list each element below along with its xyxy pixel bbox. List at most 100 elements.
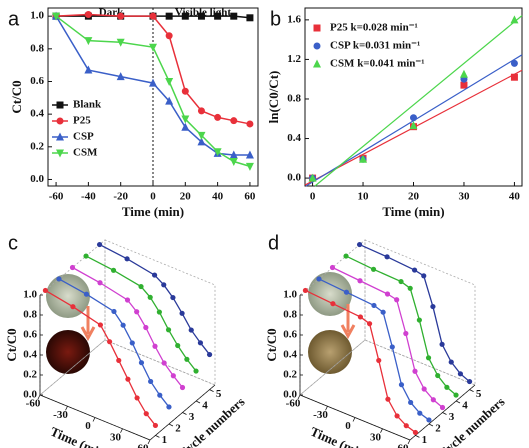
legend-label: P25 xyxy=(73,115,91,127)
cycle-tick-label: 5 xyxy=(476,388,482,400)
data-point xyxy=(371,302,377,309)
x-tick-label: 60 xyxy=(138,443,150,448)
data-point xyxy=(111,308,117,315)
data-point xyxy=(157,392,163,398)
data-point xyxy=(148,378,154,385)
data-point xyxy=(439,341,445,347)
data-point xyxy=(147,294,153,300)
legend-marker xyxy=(56,132,64,141)
x-axis-label: Time (min) xyxy=(308,424,371,448)
x-tick-label: -60 xyxy=(286,398,301,410)
y-tick-label: 0.8 xyxy=(30,42,44,54)
cycle-tick xyxy=(182,412,187,415)
data-point xyxy=(124,256,130,262)
data-point xyxy=(430,397,436,403)
data-point xyxy=(165,327,172,333)
x-tick xyxy=(65,406,68,411)
x-tick-label: -30 xyxy=(53,409,68,421)
x-tick-label: 20 xyxy=(180,191,192,203)
x-tick-label: -40 xyxy=(81,191,96,203)
data-point xyxy=(193,368,199,374)
data-point xyxy=(152,422,159,429)
data-point xyxy=(42,287,49,294)
legend-marker xyxy=(56,149,64,158)
x-tick-label: 10 xyxy=(358,191,370,203)
data-point xyxy=(184,356,190,362)
data-point xyxy=(376,357,382,364)
data-point xyxy=(166,404,172,410)
data-point xyxy=(439,404,446,411)
y-tick-label: 0.6 xyxy=(23,329,37,341)
data-point xyxy=(453,392,459,398)
data-point xyxy=(510,15,519,24)
data-point xyxy=(165,96,174,105)
x-tick-label: 30 xyxy=(370,431,382,443)
data-point xyxy=(412,368,418,374)
data-point xyxy=(124,297,131,303)
y-axis-label: Ct/C0 xyxy=(9,80,24,113)
y-tick-label: 0.4 xyxy=(30,108,44,120)
data-point xyxy=(384,291,391,297)
cycle-tick-label: 3 xyxy=(189,411,195,423)
panel-label: d xyxy=(268,232,279,254)
data-point xyxy=(181,12,189,20)
data-point xyxy=(69,264,76,271)
series-line xyxy=(55,15,250,156)
cycle-tick xyxy=(168,423,174,427)
data-point xyxy=(394,413,400,419)
x-tick-label: 0 xyxy=(85,420,91,432)
series-line xyxy=(55,15,251,168)
y-tick-label: 0.8 xyxy=(283,309,297,321)
cycle-tick-label: 5 xyxy=(216,388,222,400)
series-line xyxy=(56,15,250,19)
data-point xyxy=(398,278,404,285)
y-tick-label: 0.2 xyxy=(23,369,37,381)
y-tick-label: 0.0 xyxy=(30,173,44,185)
x-axis-label: Time (min) xyxy=(382,204,444,219)
photo xyxy=(308,272,352,316)
y-tick-label: 0.0 xyxy=(23,389,37,401)
data-point xyxy=(156,309,162,315)
legend-label: P25 k=0.028 min⁻¹ xyxy=(330,22,418,34)
data-point xyxy=(421,273,427,279)
cycle-tick-label: 1 xyxy=(162,434,168,446)
y-tick-label: 0.0 xyxy=(287,172,301,184)
data-point xyxy=(359,154,368,163)
y-tick-label: 0.0 xyxy=(283,389,297,401)
data-point xyxy=(149,78,157,87)
fit-line xyxy=(314,15,523,187)
panel-label: c xyxy=(8,232,18,254)
data-point xyxy=(466,378,473,385)
data-point xyxy=(366,321,373,327)
cycle-tick xyxy=(455,400,461,404)
cycle-tick-label: 3 xyxy=(449,411,455,423)
x-axis xyxy=(299,394,411,441)
data-point xyxy=(370,266,377,272)
data-point xyxy=(165,77,174,86)
y-tick-label: 0.2 xyxy=(30,140,44,152)
photo-group xyxy=(46,272,356,374)
data-point xyxy=(125,376,131,382)
data-point xyxy=(457,371,464,377)
legend-label: CSM xyxy=(73,147,98,159)
x-tick-label: -20 xyxy=(113,191,128,203)
x-tick xyxy=(352,417,356,422)
x-tick-label: 30 xyxy=(110,431,122,443)
y-tick-label: 1.2 xyxy=(287,53,301,65)
data-point xyxy=(134,395,140,401)
data-point xyxy=(435,372,441,379)
photo xyxy=(308,330,352,374)
data-point xyxy=(96,241,103,248)
data-point xyxy=(213,148,222,157)
data-point xyxy=(510,73,518,81)
data-point xyxy=(138,360,145,366)
data-point xyxy=(143,324,149,331)
data-point xyxy=(245,162,254,171)
data-point xyxy=(343,289,350,295)
data-point xyxy=(84,65,93,74)
x-tick-label: 40 xyxy=(212,191,224,203)
y-tick-label: 1.6 xyxy=(287,13,301,25)
data-point xyxy=(138,283,144,290)
cycle-tick xyxy=(209,389,214,392)
data-point xyxy=(179,310,185,316)
